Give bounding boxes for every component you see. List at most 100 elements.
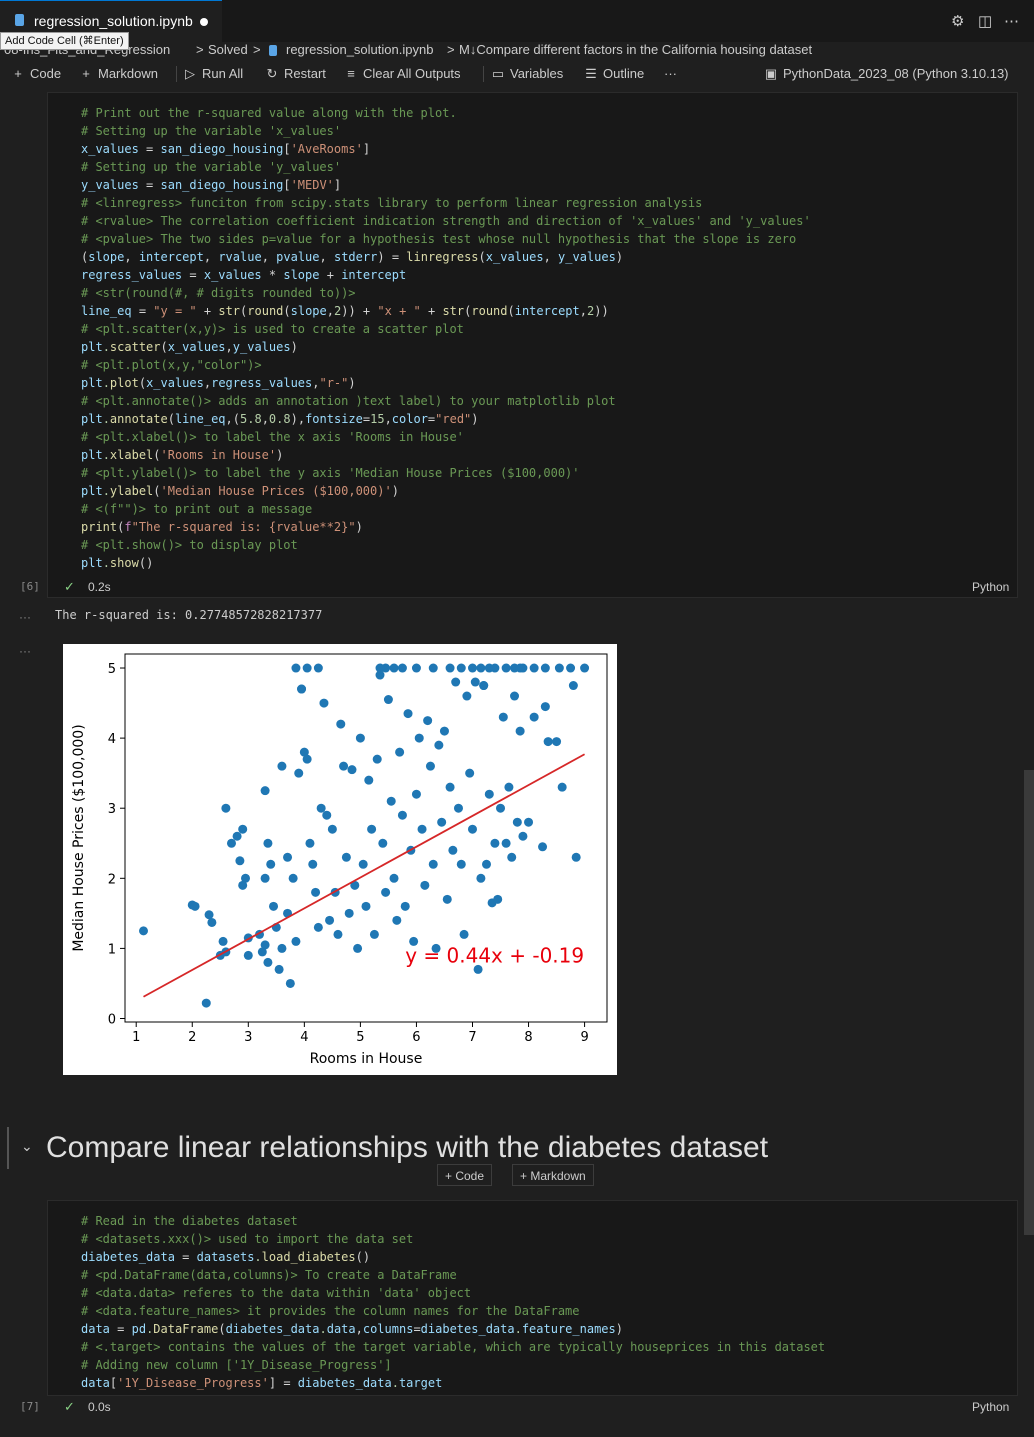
code-line[interactable]: # <rvalue> The correlation coefficient i… xyxy=(81,214,811,228)
scatter-point xyxy=(515,726,525,736)
scatter-point xyxy=(285,978,295,988)
scatter-point xyxy=(566,663,576,673)
code-line[interactable]: plt.show() xyxy=(81,556,154,570)
plus-icon: + xyxy=(82,66,90,81)
scatter-point xyxy=(479,681,489,691)
scatter-point xyxy=(313,663,323,673)
code-line[interactable]: plt.ylabel('Median House Prices ($100,00… xyxy=(81,484,399,498)
add-markdown-button[interactable]: + Markdown xyxy=(78,66,158,81)
cell-language[interactable]: Python xyxy=(972,580,1010,594)
cell-language[interactable]: Python xyxy=(972,1400,1010,1414)
toolbar-more-button[interactable]: ··· xyxy=(664,66,677,81)
code-line[interactable]: # <plt.ylabel()> to label the y axis 'Me… xyxy=(81,466,580,480)
code-line[interactable]: regress_values = x_values * slope + inte… xyxy=(81,268,407,282)
play-icon: ▷ xyxy=(185,66,195,81)
kernel-picker[interactable]: ▣ PythonData_2023_08 (Python 3.10.13) xyxy=(763,66,1009,82)
code-line[interactable]: # <(f"")> to print out a message xyxy=(81,502,313,516)
scatter-point xyxy=(423,716,433,726)
scatter-point xyxy=(302,663,312,673)
run-all-label: Run All xyxy=(202,66,244,81)
code-line[interactable]: # <linregress> funciton from scipy.stats… xyxy=(81,196,703,210)
run-all-button[interactable]: ▷ Run All xyxy=(176,66,243,82)
scatter-point xyxy=(515,663,525,673)
scatter-point xyxy=(274,964,284,974)
code-line[interactable]: # <pd.DataFrame(data,columns)> To create… xyxy=(81,1268,457,1282)
gear-icon[interactable]: ⚙ xyxy=(951,13,965,30)
unsaved-dot-icon[interactable] xyxy=(200,18,208,26)
code-line[interactable]: line_eq = "y = " + str(round(slope,2)) +… xyxy=(81,304,609,318)
scatter-point xyxy=(445,663,455,673)
code-line[interactable]: # Print out the r-squared value along wi… xyxy=(81,106,457,120)
scatter-point xyxy=(445,782,455,792)
split-editor-icon[interactable]: ◫ xyxy=(978,13,993,30)
scatter-point xyxy=(473,964,483,974)
code-line[interactable]: # <str(round(#, # digits rounded to))> xyxy=(81,286,356,300)
code-line[interactable]: # <plt.scatter(x,y)> is used to create a… xyxy=(81,322,464,336)
code-line[interactable]: # Setting up the variable 'y_values' xyxy=(81,160,342,174)
outline-button[interactable]: ☰ Outline xyxy=(583,66,644,82)
code-line[interactable]: # <plt.annotate()> adds an annotation )t… xyxy=(81,394,616,408)
scatter-point xyxy=(238,824,248,834)
code-line[interactable]: # <plt.plot(x,y,"color")> xyxy=(81,358,262,372)
code-line[interactable]: # <data.data> referes to the data within… xyxy=(81,1286,472,1300)
code-line[interactable]: # Read in the diabetes dataset xyxy=(81,1214,298,1228)
output-more-icon[interactable]: ··· xyxy=(19,644,31,658)
scatter-point xyxy=(269,901,279,911)
code-line[interactable]: data = pd.DataFrame(diabetes_data.data,c… xyxy=(81,1322,623,1336)
y-tick-label: 4 xyxy=(108,732,116,747)
insert-code-button[interactable]: + Code xyxy=(437,1164,493,1186)
code-line[interactable]: plt.annotate(line_eq,(5.8,0.8),fontsize=… xyxy=(81,412,479,426)
output-more-icon[interactable]: ··· xyxy=(19,610,31,624)
code-line[interactable]: plt.scatter(x_values,y_values) xyxy=(81,340,298,354)
y-tick-label: 3 xyxy=(108,802,116,817)
restart-label: Restart xyxy=(284,66,326,81)
scatter-point xyxy=(524,817,534,827)
restart-button[interactable]: ↻ Restart xyxy=(264,66,326,82)
code-line[interactable]: plt.xlabel('Rooms in House') xyxy=(81,448,284,462)
scrollbar[interactable] xyxy=(1024,770,1034,1235)
code-line[interactable]: x_values = san_diego_housing['AveRooms'] xyxy=(81,142,371,156)
scatter-point xyxy=(510,691,520,701)
add-code-button[interactable]: + Code xyxy=(10,66,61,81)
scatter-point xyxy=(417,824,427,834)
variables-button[interactable]: ▭ Variables xyxy=(483,66,563,82)
scatter-point xyxy=(470,677,480,687)
y-tick-label: 1 xyxy=(108,942,116,957)
code-line[interactable]: # <data.feature_names> it provides the c… xyxy=(81,1304,580,1318)
scatter-point xyxy=(226,838,236,848)
code-cell[interactable]: # Print out the r-squared value along wi… xyxy=(47,92,1018,598)
code-line[interactable]: # <plt.show()> to display plot xyxy=(81,538,298,552)
scatter-point xyxy=(327,824,337,834)
code-line[interactable]: y_values = san_diego_housing['MEDV'] xyxy=(81,178,342,192)
breadcrumb-separator: > xyxy=(253,42,261,57)
scatter-point xyxy=(266,859,276,869)
plus-icon: + xyxy=(520,1169,531,1183)
more-actions-icon[interactable]: ⋯ xyxy=(1004,13,1019,30)
code-line[interactable]: # Adding new column ['1Y_Disease_Progres… xyxy=(81,1358,392,1372)
code-line[interactable]: # <plt.xlabel()> to label the x axis 'Ro… xyxy=(81,430,464,444)
code-line[interactable]: # <pvalue> The two sides p=value for a h… xyxy=(81,232,797,246)
code-line[interactable]: # <datasets.xxx()> used to import the da… xyxy=(81,1232,414,1246)
plus-icon: + xyxy=(445,1169,456,1183)
insert-markdown-button[interactable]: + Markdown xyxy=(512,1164,594,1186)
code-line[interactable]: # <.target> contains the values of the t… xyxy=(81,1340,826,1354)
code-line[interactable]: plt.plot(x_values,regress_values,"r-") xyxy=(81,376,356,390)
scatter-point xyxy=(221,803,231,813)
breadcrumb-item[interactable]: Solved xyxy=(208,42,248,57)
clear-outputs-button[interactable]: ≡ Clear All Outputs xyxy=(343,66,460,81)
scatter-point xyxy=(540,663,550,673)
scatter-point xyxy=(456,663,466,673)
chevron-down-icon[interactable]: ⌄ xyxy=(21,1138,33,1154)
breadcrumb-item[interactable]: regression_solution.ipynb xyxy=(286,42,434,57)
code-line[interactable]: # Setting up the variable 'x_values' xyxy=(81,124,342,138)
scatter-point xyxy=(319,698,329,708)
breadcrumb-item[interactable]: M↓Compare different factors in the Calif… xyxy=(459,42,813,57)
scatter-point xyxy=(439,726,449,736)
code-line[interactable]: diabetes_data = datasets.load_diabetes() xyxy=(81,1250,371,1264)
code-line[interactable]: data['1Y_Disease_Progress'] = diabetes_d… xyxy=(81,1376,443,1390)
tab-filename: regression_solution.ipynb xyxy=(34,13,193,29)
code-line[interactable]: (slope, intercept, rvalue, pvalue, stder… xyxy=(81,250,624,264)
code-cell[interactable]: # Read in the diabetes dataset # <dataset… xyxy=(47,1200,1018,1396)
code-line[interactable]: print(f"The r-squared is: {rvalue**2}") xyxy=(81,520,363,534)
x-tick-label: 4 xyxy=(300,1030,308,1045)
